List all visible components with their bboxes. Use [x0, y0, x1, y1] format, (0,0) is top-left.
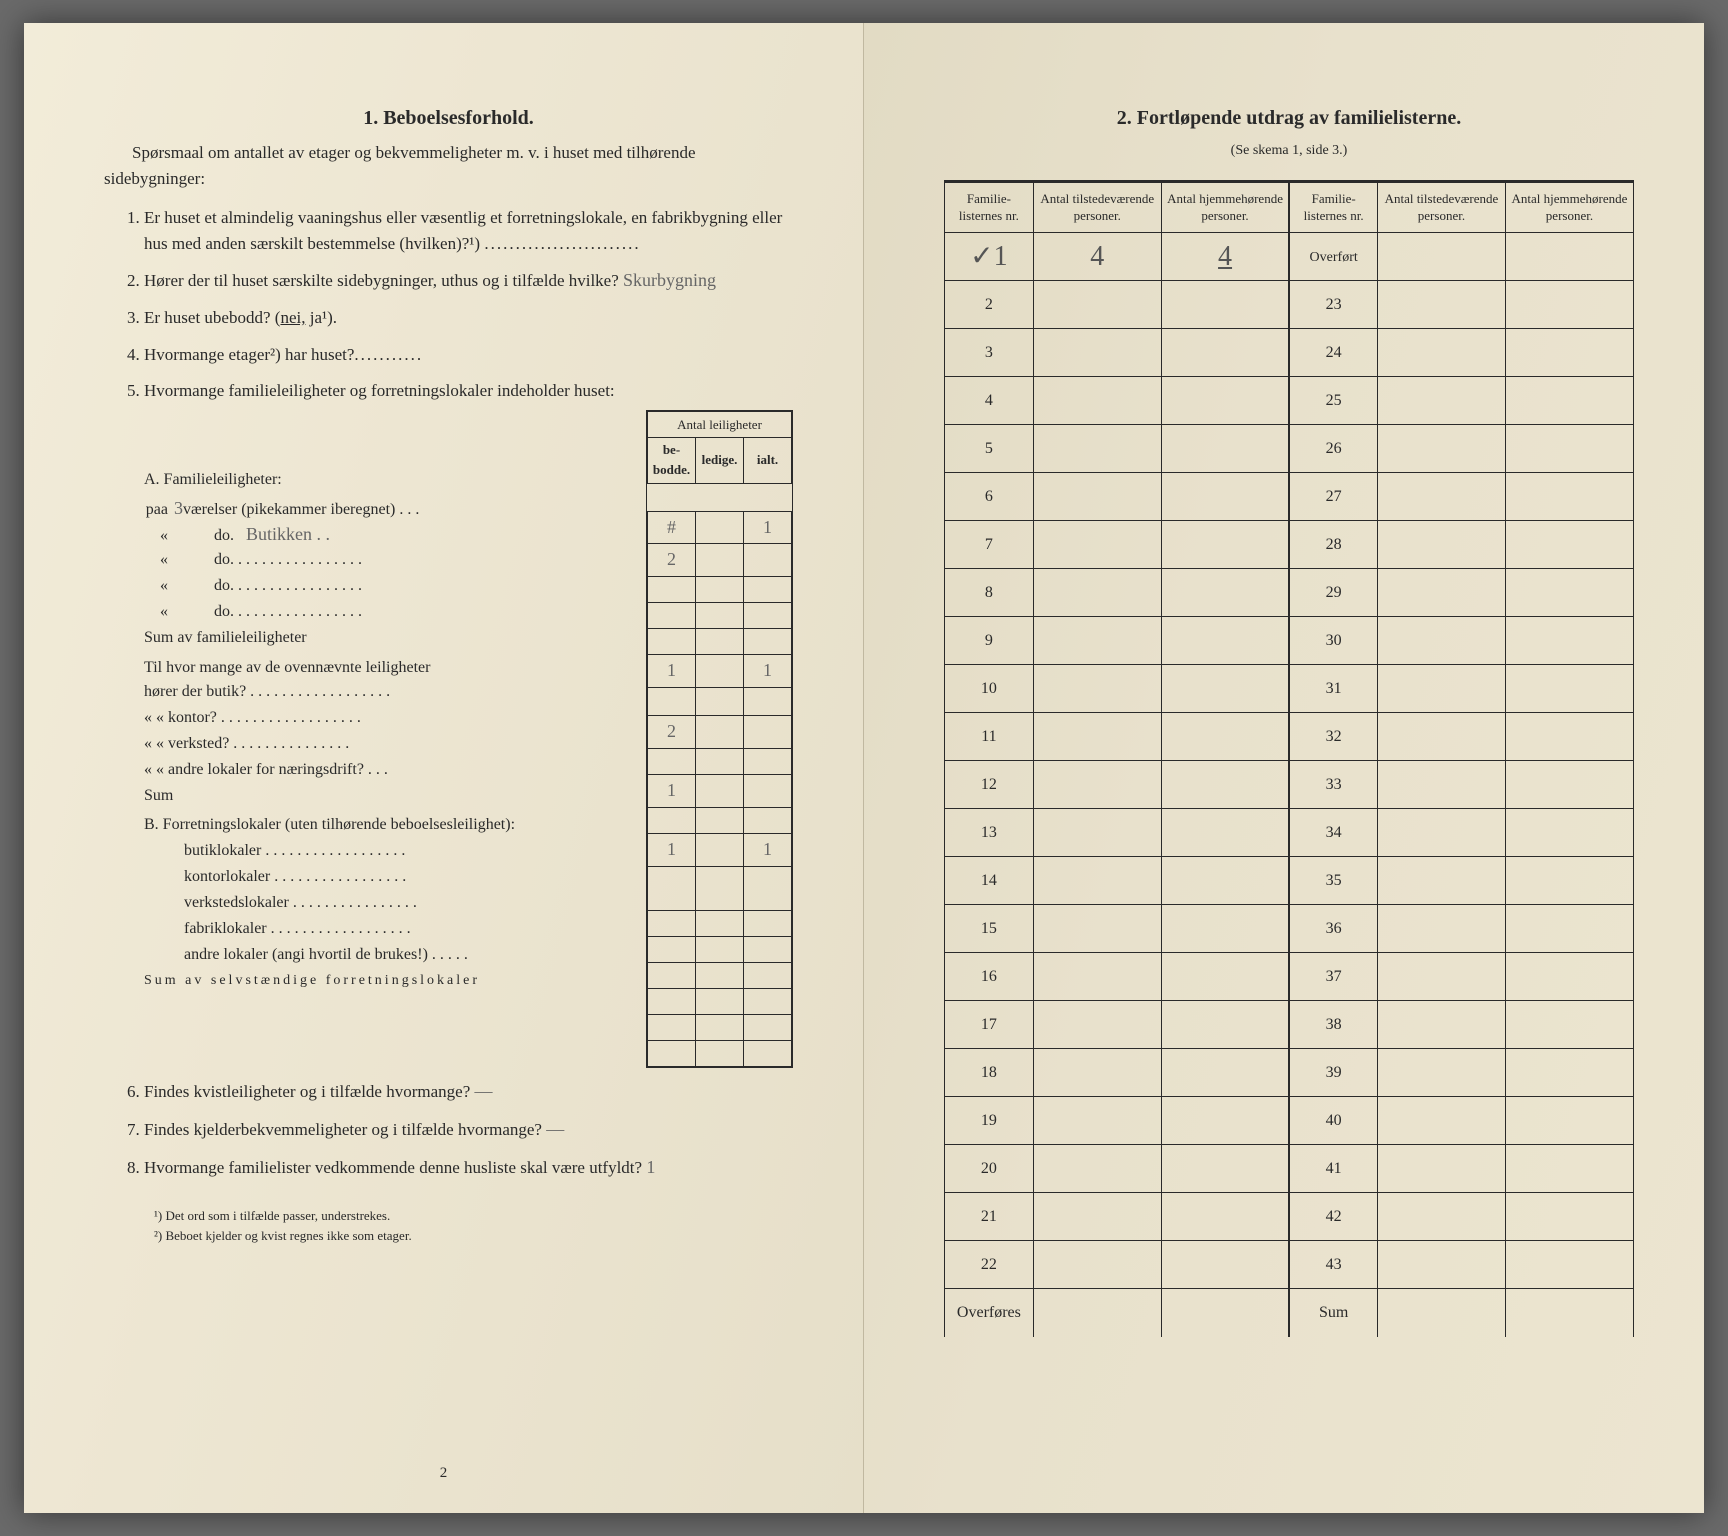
table-row: 1435: [945, 857, 1634, 905]
question-8: Hvormange familielister vedkommende denn…: [144, 1154, 793, 1182]
table-row: 1738: [945, 1001, 1634, 1049]
question-6: Findes kvistleiligheter og i tilfælde hv…: [144, 1078, 793, 1106]
table-row: 930: [945, 617, 1634, 665]
row-butik: hører der butik? . . . . . . . . . . . .…: [144, 679, 640, 705]
row-kontor: « « kontor? . . . . . . . . . . . . . . …: [144, 705, 640, 731]
row-andre: « « andre lokaler for næringsdrift? . . …: [144, 757, 640, 783]
sum-a: Sum av familieleiligheter: [144, 625, 640, 651]
subtable-grid: Antal leiligheter be- bodde.ledige.ialt.…: [646, 410, 793, 1068]
table-row: 1233: [945, 761, 1634, 809]
section-2-subtitle: (Se skema 1, side 3.): [944, 140, 1634, 162]
page-number-left: 2: [24, 1462, 863, 1485]
table-row: 1031: [945, 665, 1634, 713]
row-a4: «do. . . . . . . . . . . . . . . . .: [144, 573, 640, 599]
table-row: 2041: [945, 1145, 1634, 1193]
table-row: 1839: [945, 1049, 1634, 1097]
question-7: Findes kjelderbekvemmeligheter og i tilf…: [144, 1116, 793, 1144]
tilhvor: Til hvor mange av de ovennævnte leilighe…: [144, 657, 640, 679]
footnote-2: ²) Beboet kjelder og kvist regnes ikke s…: [154, 1226, 793, 1246]
section-1-title: 1. Beboelsesforhold.: [104, 103, 793, 134]
question-5: Hvormange familieleiligheter og forretni…: [144, 378, 793, 1068]
table-row: 1334: [945, 809, 1634, 857]
table-row: 223: [945, 281, 1634, 329]
table-row: ✓144Overført: [945, 233, 1634, 281]
table-row: 1637: [945, 953, 1634, 1001]
table-row: 1536: [945, 905, 1634, 953]
table-row: 728: [945, 521, 1634, 569]
question-3: Er huset ubebodd? (nei, ja¹).: [144, 305, 793, 331]
row-a3: «do. . . . . . . . . . . . . . . . .: [144, 547, 640, 573]
sum-b: Sum av selvstændige forretningslokaler: [144, 968, 640, 994]
table-row: 2142: [945, 1193, 1634, 1241]
question-4: Hvormange etager²) har huset?...........: [144, 342, 793, 368]
table-row: 1132: [945, 713, 1634, 761]
row-b2: kontorlokaler . . . . . . . . . . . . . …: [144, 864, 640, 890]
table-row-sum: OverføresSum: [945, 1289, 1634, 1337]
label-a: A. Familieleiligheter:: [144, 468, 640, 493]
question-2: Hører der til huset særskilte sidebygnin…: [144, 267, 793, 295]
row-b4: fabriklokaler . . . . . . . . . . . . . …: [144, 916, 640, 942]
table-row: 1940: [945, 1097, 1634, 1145]
row-b3: verkstedslokaler . . . . . . . . . . . .…: [144, 890, 640, 916]
table-row: 829: [945, 569, 1634, 617]
table-row: 526: [945, 425, 1634, 473]
table-row: 324: [945, 329, 1634, 377]
intro-text: Spørsmaal om antallet av etager og bekve…: [104, 140, 793, 193]
section-2-title: 2. Fortløpende utdrag av familielisterne…: [944, 103, 1634, 134]
table-row: 2243: [945, 1241, 1634, 1289]
sum-2: Sum: [144, 783, 640, 809]
row-a2: «do. Butikken . .: [144, 521, 640, 547]
row-b5: andre lokaler (angi hvortil de brukes!) …: [144, 942, 640, 968]
row-b1: butiklokaler . . . . . . . . . . . . . .…: [144, 838, 640, 864]
label-b: B. Forretningslokaler (uten tilhørende b…: [144, 815, 640, 836]
footnote-1: ¹) Det ord som i tilfælde passer, unders…: [154, 1206, 793, 1226]
table-row: 425: [945, 377, 1634, 425]
row-a5: «do. . . . . . . . . . . . . . . . .: [144, 599, 640, 625]
table-row: 627: [945, 473, 1634, 521]
question-1: Er huset et almindelig vaaningshus eller…: [144, 205, 793, 258]
row-a1: paa3 værelser (pikekammer iberegnet) . .…: [144, 495, 640, 521]
row-verksted: « « verksted? . . . . . . . . . . . . . …: [144, 731, 640, 757]
family-list-table: Familie- listernes nr. Antal tilstedevær…: [944, 180, 1634, 1337]
